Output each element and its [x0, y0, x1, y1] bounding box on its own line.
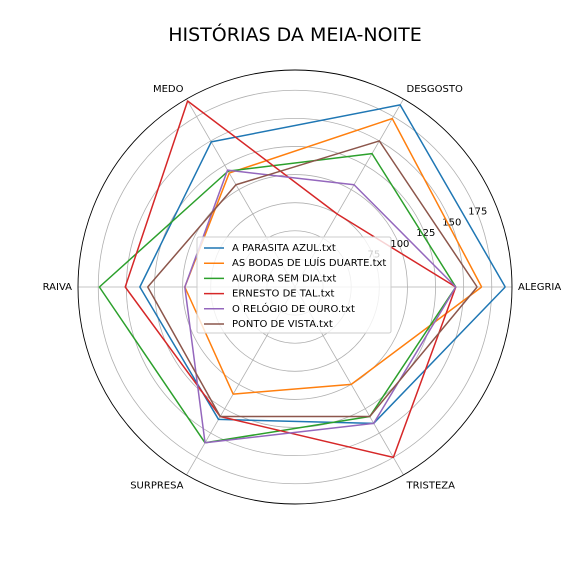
axis-labels: ALEGRIA DESGOSTO MEDO RAIVA SURPRESA TRISTEZA	[43, 84, 562, 492]
axis-label-surpresa: SURPRESA	[130, 481, 183, 492]
series-line	[124, 100, 457, 459]
legend-label: AS BODAS DE LUÍS DUARTE.txt	[232, 256, 386, 269]
axis-label-alegria: ALEGRIA	[518, 282, 561, 293]
axis-label-tristeza: TRISTEZA	[406, 481, 456, 492]
axis-label-raiva: RAIVA	[43, 282, 73, 293]
legend-label: ERNESTO DE TAL.txt	[232, 289, 335, 300]
legend-frame	[196, 236, 392, 334]
radial-tick-label: 175	[468, 207, 487, 218]
radial-tick-label: 125	[416, 228, 435, 239]
series-line	[146, 140, 478, 418]
legend-label: PONTO DE VISTA.txt	[232, 319, 333, 330]
legend: A PARASITA AZUL.txt AS BODAS DE LUÍS DUAR…	[196, 236, 392, 334]
series-lines	[98, 100, 506, 459]
legend-label: AURORA SEM DIA.txt	[232, 273, 336, 284]
chart-title: HISTÓRIAS DA MEIA-NOITE	[168, 22, 422, 46]
series-line	[184, 169, 457, 444]
legend-label: O RELÓGIO DE OURO.txt	[232, 302, 355, 315]
legend-label: A PARASITA AZUL.txt	[232, 243, 336, 254]
axis-label-medo: MEDO	[153, 84, 184, 95]
legend-entries: A PARASITA AZUL.txt AS BODAS DE LUÍS DUAR…	[204, 243, 386, 330]
radial-tick-label: 100	[390, 239, 409, 250]
polar-frame	[77, 69, 513, 505]
axis-label-desgosto: DESGOSTO	[407, 84, 463, 95]
radial-tick-label: 150	[442, 217, 461, 228]
